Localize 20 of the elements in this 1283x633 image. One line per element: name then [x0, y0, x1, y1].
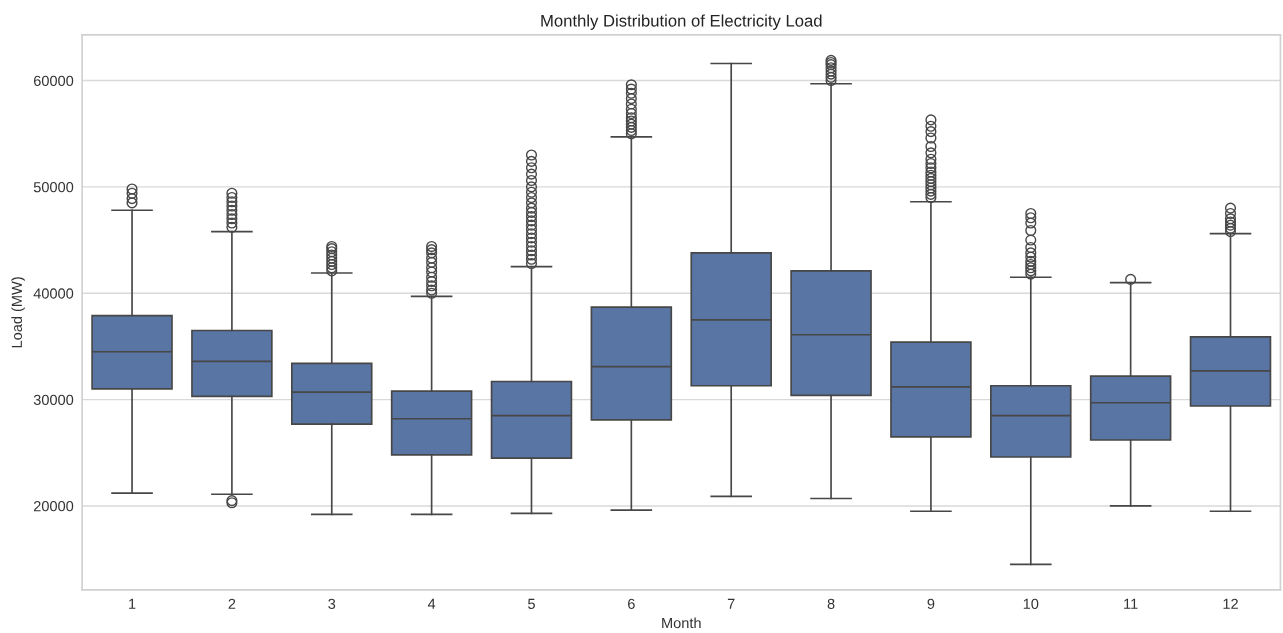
x-axis-title: Month: [662, 617, 701, 629]
y-tick-label: 50000: [33, 181, 74, 193]
y-axis-title: Load (MW): [11, 277, 25, 348]
y-tick-label: 30000: [33, 394, 74, 406]
x-tick-label: 1: [129, 598, 136, 609]
y-tick-label: 60000: [33, 75, 74, 86]
x-tick-label: 6: [628, 598, 635, 609]
x-tick-label: 7: [727, 598, 735, 609]
x-tick-label: 8: [827, 598, 835, 609]
x-tick-label: 2: [228, 598, 236, 609]
x-tick-label: 11: [1124, 598, 1138, 609]
y-tick-label: 20000: [33, 501, 74, 512]
x-tick-label: 5: [528, 598, 535, 609]
x-tick-label: 4: [427, 598, 436, 609]
x-tick-label: 3: [328, 598, 336, 609]
x-tick-label: 9: [927, 598, 935, 609]
x-tick-label: 10: [1023, 598, 1039, 609]
chart-title: Monthly Distribution of Electricity Load: [541, 14, 822, 30]
x-tick-label: 12: [1223, 598, 1238, 609]
y-tick-label: 40000: [33, 288, 74, 299]
